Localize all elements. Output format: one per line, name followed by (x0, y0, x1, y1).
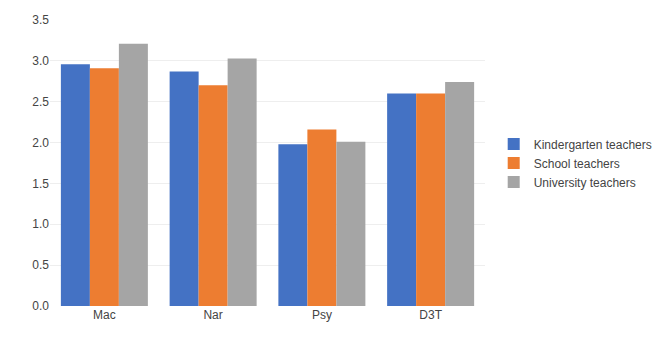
svg-text:0.5: 0.5 (32, 258, 49, 272)
svg-text:Psy: Psy (312, 308, 332, 322)
svg-text:Nar: Nar (203, 308, 222, 322)
svg-text:D3T: D3T (419, 308, 442, 322)
svg-text:2.5: 2.5 (32, 95, 49, 109)
svg-text:Mac: Mac (93, 308, 116, 322)
svg-text:Kindergarten teachers: Kindergarten teachers (534, 138, 652, 152)
svg-text:3.0: 3.0 (32, 54, 49, 68)
svg-text:School teachers: School teachers (534, 157, 620, 171)
svg-text:3.5: 3.5 (32, 13, 49, 27)
svg-text:0.0: 0.0 (32, 299, 49, 313)
svg-text:University teachers: University teachers (534, 176, 636, 190)
svg-text:1.0: 1.0 (32, 217, 49, 231)
svg-text:1.5: 1.5 (32, 177, 49, 191)
svg-text:2.0: 2.0 (32, 136, 49, 150)
